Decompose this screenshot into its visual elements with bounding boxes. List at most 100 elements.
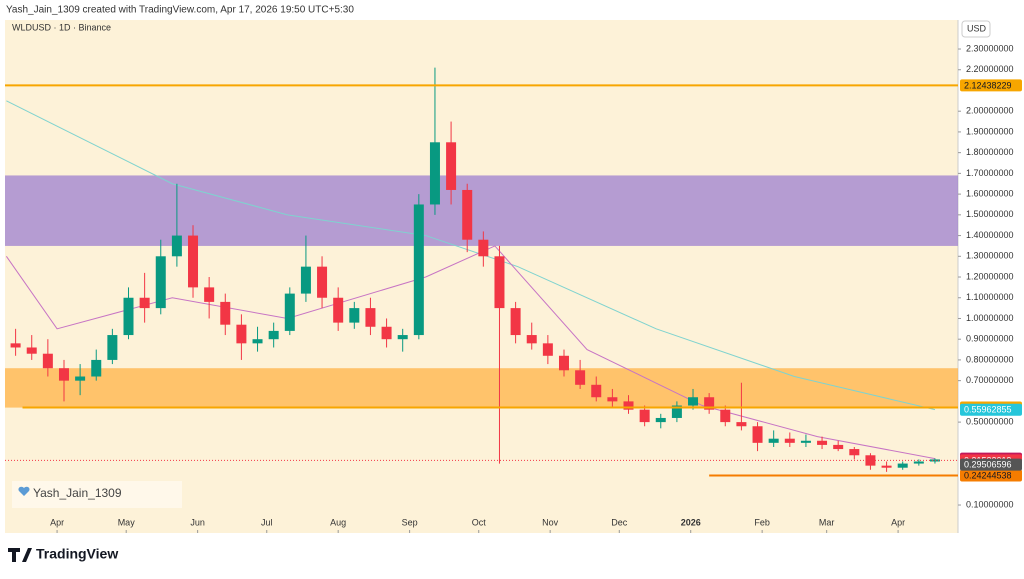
- candle-body: [639, 409, 650, 423]
- candle-body: [526, 335, 537, 344]
- candle-body: [268, 330, 279, 340]
- candle-body: [671, 405, 682, 418]
- x-tick-label: Nov: [542, 517, 559, 527]
- candle-body: [607, 397, 618, 402]
- header: Yash_Jain_1309 created with TradingView.…: [6, 5, 354, 16]
- candle-body: [575, 370, 586, 385]
- plot-area: [5, 20, 958, 533]
- candle-body: [107, 335, 118, 360]
- price-label: 0.24244538: [964, 470, 1012, 480]
- candle-body: [784, 438, 795, 443]
- price-label: 0.55962855: [964, 405, 1012, 415]
- candle-body: [752, 426, 763, 443]
- candle-body: [429, 142, 440, 205]
- candle-body: [139, 297, 150, 309]
- x-tick-label: Apr: [50, 517, 64, 527]
- y-tick-label: 1.60000000: [966, 188, 1014, 198]
- y-tick-label: 0.50000000: [966, 416, 1014, 426]
- y-tick-label: 1.10000000: [966, 292, 1014, 302]
- candle-body: [817, 440, 828, 445]
- candle-body: [478, 239, 489, 257]
- candle-body: [510, 308, 521, 336]
- price-label-bg: [960, 403, 1022, 416]
- candle-body: [349, 308, 360, 323]
- x-tick-label: Oct: [472, 517, 487, 527]
- candle-body: [558, 355, 569, 371]
- candle-body: [462, 189, 473, 240]
- candle-body: [284, 293, 295, 331]
- zone: [5, 175, 958, 246]
- watermark: Yash_Jain_1309: [33, 486, 122, 500]
- candle-body: [720, 409, 731, 423]
- logo: TradingView: [36, 546, 118, 562]
- y-tick-label: 1.30000000: [966, 251, 1014, 261]
- candle-body: [204, 287, 215, 302]
- candle-body: [26, 347, 37, 354]
- y-tick-label: 1.70000000: [966, 168, 1014, 178]
- x-tick-label: Mar: [819, 517, 835, 527]
- candle-body: [381, 326, 392, 340]
- chart-title: WLDUSD · 1D · Binance: [12, 22, 111, 32]
- candle-body: [865, 455, 876, 466]
- moving-average: [6, 100, 936, 411]
- heart-icon: [18, 486, 30, 496]
- y-tick-label: 1.80000000: [966, 147, 1014, 157]
- candle-body: [365, 308, 376, 327]
- candle-body: [397, 335, 408, 340]
- x-tick-label: Jun: [190, 517, 205, 527]
- candle-body: [300, 266, 311, 294]
- candle-body: [704, 397, 715, 410]
- watermark-box: [12, 481, 182, 508]
- price-label: 2.12438229: [964, 80, 1012, 90]
- candle-body: [833, 444, 844, 450]
- zone: [5, 368, 958, 408]
- y-tick-label: 1.50000000: [966, 209, 1014, 219]
- y-tick-label: 1.90000000: [966, 126, 1014, 136]
- y-tick-label: 0.80000000: [966, 354, 1014, 364]
- candle-body: [333, 297, 344, 323]
- x-tick-label: Jul: [261, 517, 273, 527]
- candle-body: [42, 353, 53, 369]
- candle-body: [91, 359, 102, 377]
- candle-body: [494, 256, 505, 309]
- candle-body: [171, 235, 182, 257]
- x-tick-label: Sep: [402, 517, 418, 527]
- candle-body: [188, 235, 199, 288]
- x-tick-label: Dec: [611, 517, 628, 527]
- candle-body: [881, 465, 892, 468]
- y-tick-label: 1.20000000: [966, 271, 1014, 281]
- y-tick-label: 0.10000000: [966, 499, 1014, 509]
- candle-body: [220, 301, 231, 325]
- candle-body: [736, 422, 747, 427]
- logo-icon: [8, 548, 32, 562]
- y-tick-label: 2.30000000: [966, 43, 1014, 53]
- candle-body: [688, 397, 699, 406]
- candle-body: [236, 324, 247, 344]
- candle-body: [123, 297, 134, 336]
- price-label: 0.29506596: [964, 459, 1012, 469]
- price-label-bg: [960, 458, 1022, 471]
- candle-body: [542, 343, 553, 356]
- y-tick-label: 1.40000000: [966, 230, 1014, 240]
- price-label-bg: [960, 79, 1022, 92]
- candle-body: [252, 339, 263, 344]
- candle-body: [623, 401, 634, 410]
- candle-body: [591, 384, 602, 398]
- candle-body: [317, 266, 328, 298]
- y-tick-label: 0.70000000: [966, 375, 1014, 385]
- x-tick-label: Feb: [754, 517, 770, 527]
- y-tick-label: 2.00000000: [966, 106, 1014, 116]
- candle-body: [413, 204, 424, 336]
- candle-body: [58, 368, 69, 381]
- price-label-bg: [960, 469, 1022, 482]
- candle-body: [155, 256, 166, 309]
- candle-body: [800, 440, 811, 443]
- moving-average: [5, 245, 936, 460]
- candle-body: [75, 376, 86, 381]
- y-axis-label: USD: [967, 23, 987, 33]
- candle-body: [10, 343, 21, 348]
- candle-body: [849, 449, 860, 456]
- candle-body: [913, 461, 924, 464]
- candle-body: [768, 438, 779, 443]
